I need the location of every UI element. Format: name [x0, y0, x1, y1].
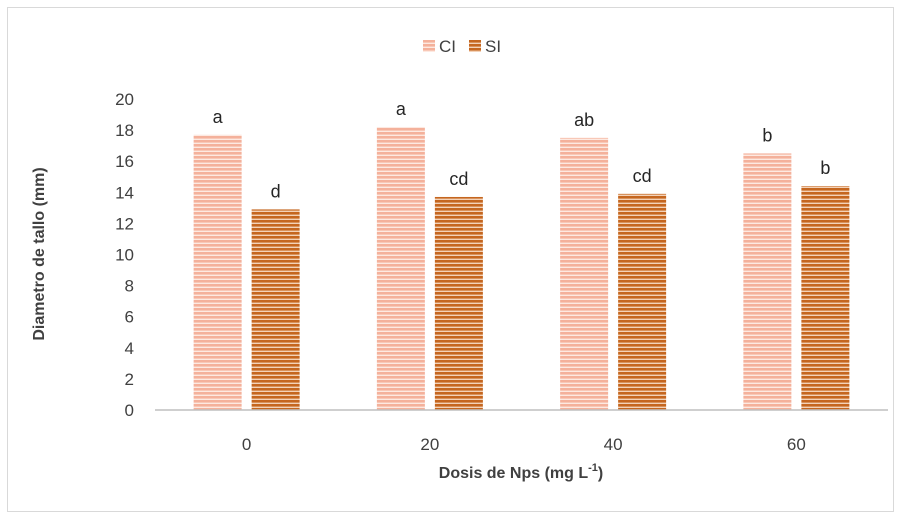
bar-ci-40: [560, 137, 609, 410]
y-tick-label: 16: [115, 152, 134, 171]
legend-swatch-si: [469, 40, 481, 52]
data-label-ci-60: b: [762, 125, 772, 145]
legend-label-si: SI: [485, 37, 501, 56]
x-tick-label: 0: [242, 435, 251, 454]
bar-ci-60: [743, 153, 792, 411]
bar-si-0: [251, 209, 300, 410]
bar-si-20: [434, 196, 483, 410]
legend-swatch-ci: [423, 40, 435, 52]
data-label-ci-40: ab: [574, 110, 594, 130]
data-label-ci-20: a: [396, 99, 407, 119]
y-tick-label: 12: [115, 214, 134, 233]
y-axis-ticks: 0 2 4 6 8 10 12 14 16 18 20: [115, 90, 134, 420]
x-tick-label: 40: [604, 435, 623, 454]
x-axis-title: Dosis de Nps (mg L-1): [439, 462, 603, 482]
y-axis-title: Diametro de tallo (mm): [31, 167, 48, 340]
y-tick-label: 10: [115, 246, 134, 265]
y-tick-label: 2: [125, 370, 134, 389]
y-tick-label: 6: [125, 308, 134, 327]
bar-ci-0: [193, 134, 242, 410]
bars: [193, 126, 850, 411]
data-label-si-0: d: [271, 181, 281, 201]
data-label-si-40: cd: [633, 166, 652, 186]
y-tick-label: 14: [115, 183, 134, 202]
x-tick-label: 20: [420, 435, 439, 454]
legend-label-ci: CI: [439, 37, 456, 56]
legend: CI SI: [423, 37, 501, 56]
y-tick-label: 4: [125, 339, 134, 358]
data-labels: a d a cd ab cd b b: [213, 99, 831, 201]
x-tick-label: 60: [787, 435, 806, 454]
y-tick-label: 20: [115, 90, 134, 109]
data-label-ci-0: a: [213, 107, 224, 127]
data-label-si-20: cd: [449, 169, 468, 189]
data-label-si-60: b: [820, 158, 830, 178]
bar-si-40: [618, 193, 667, 410]
y-tick-label: 0: [125, 401, 134, 420]
x-axis-ticks: 0 20 40 60: [242, 435, 806, 454]
bar-ci-20: [376, 126, 425, 411]
y-tick-label: 8: [125, 277, 134, 296]
bar-si-60: [801, 186, 850, 410]
y-tick-label: 18: [115, 121, 134, 140]
